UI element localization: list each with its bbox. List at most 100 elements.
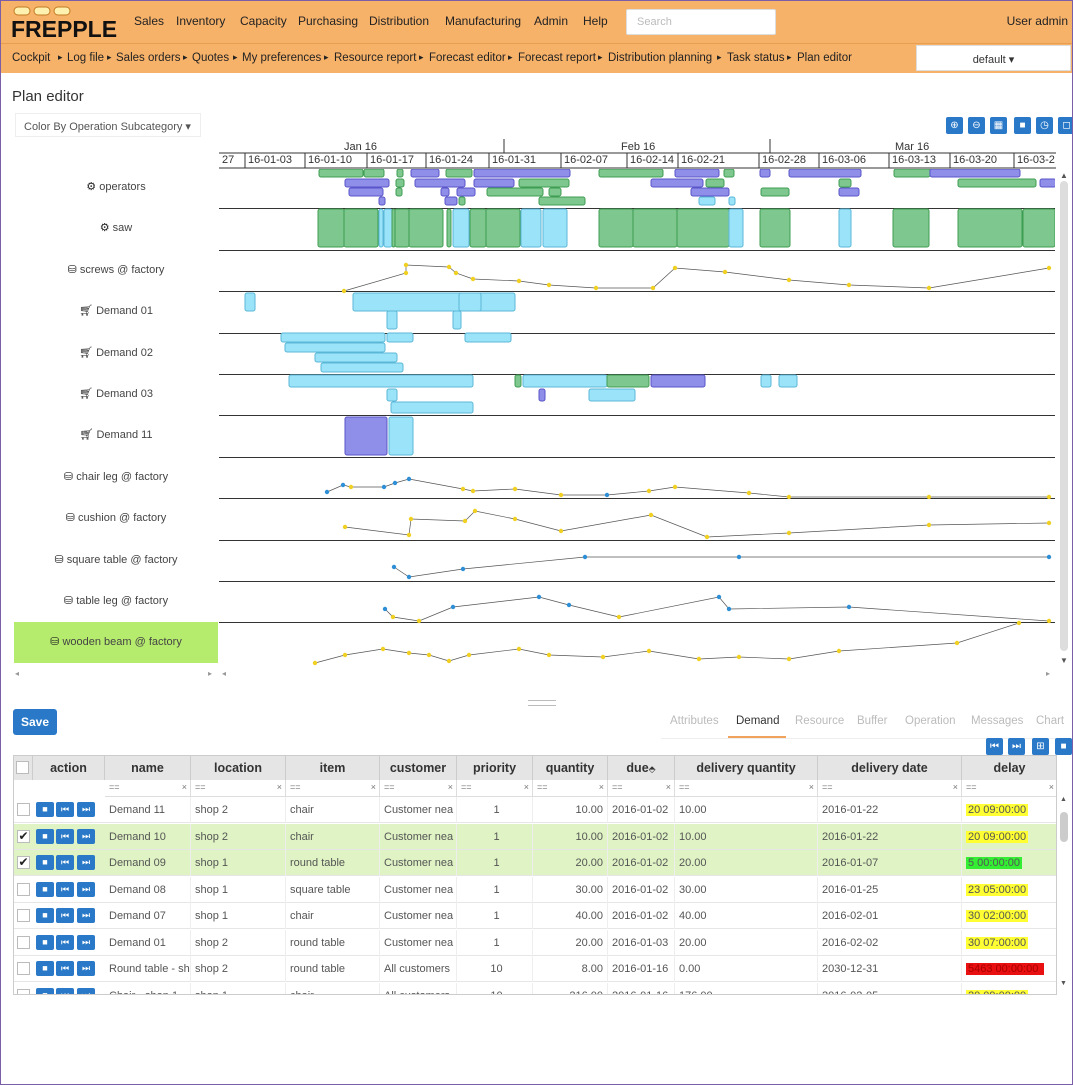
inventory-point[interactable] [954, 640, 960, 646]
cell-delivery-date[interactable]: 2016-01-22 [822, 797, 962, 823]
operation-bar[interactable] [838, 178, 852, 188]
calendar-icon[interactable]: ▦ [990, 117, 1007, 134]
demand-bar[interactable] [588, 388, 636, 402]
filter-input[interactable]: == × [286, 780, 380, 797]
operation-bar[interactable] [1039, 178, 1055, 188]
cell-priority[interactable]: 1 [461, 823, 533, 850]
table-row[interactable]: ✔ ■ ⏮ ⏭ Demand 09 shop 1 round table Customer n… [14, 850, 1056, 876]
gantt-row-label[interactable]: ⛁ square table @ factory [14, 540, 218, 581]
stop-icon[interactable]: ■ [36, 802, 54, 817]
scroll-up-icon[interactable]: ▲ [1060, 171, 1068, 180]
inventory-point[interactable] [696, 656, 702, 662]
nav-sales[interactable]: Sales [134, 14, 165, 28]
stop-icon[interactable]: ■ [36, 934, 54, 950]
inventory-point[interactable] [392, 480, 398, 486]
cell-quantity[interactable]: 216.00 [537, 982, 608, 994]
filter-operator[interactable]: == [537, 782, 548, 792]
cell-customer[interactable]: Customer nea [384, 823, 457, 850]
column-header[interactable]: name [105, 756, 191, 780]
scenario-select[interactable]: default ▾ [916, 45, 1071, 71]
inventory-point[interactable] [648, 512, 654, 518]
nav-admin[interactable]: Admin [534, 14, 569, 28]
operation-bar[interactable] [414, 178, 466, 188]
clear-filter-icon[interactable]: × [598, 782, 604, 792]
inventory-point[interactable] [672, 265, 678, 271]
crumb-plan-editor[interactable]: Plan editor [797, 52, 852, 64]
inventory-point[interactable] [582, 554, 588, 560]
inventory-point[interactable] [736, 554, 742, 560]
inventory-point[interactable] [403, 262, 409, 268]
clear-filter-icon[interactable]: × [276, 782, 282, 792]
operation-bar[interactable] [378, 196, 386, 206]
cell-delay[interactable]: 20 09:00:00 [966, 797, 1056, 823]
cell-quantity[interactable]: 10.00 [537, 797, 608, 823]
first-page-icon[interactable]: ⏮ [56, 908, 74, 923]
cell-due[interactable]: 2016-01-02 [612, 823, 675, 850]
inventory-point[interactable] [704, 534, 710, 540]
demand-bar[interactable] [284, 342, 386, 353]
inventory-point[interactable] [406, 650, 412, 656]
cell-due[interactable]: 2016-01-02 [612, 876, 675, 903]
inventory-point[interactable] [726, 606, 732, 612]
clear-filter-icon[interactable]: × [181, 782, 187, 792]
inventory-point[interactable] [646, 648, 652, 654]
demand-bar[interactable] [344, 416, 388, 456]
operation-bar[interactable] [456, 187, 476, 197]
inventory-point[interactable] [600, 654, 606, 660]
cell-priority[interactable]: 1 [461, 903, 533, 929]
first-page-icon[interactable]: ⏮ [56, 828, 74, 844]
last-page-icon[interactable]: ⏭ [77, 881, 95, 897]
inventory-point[interactable] [340, 482, 346, 488]
demand-bar[interactable] [386, 388, 398, 402]
operation-bar[interactable] [410, 169, 440, 178]
inventory-point[interactable] [382, 606, 388, 612]
cell-location[interactable]: shop 1 [195, 903, 286, 929]
cell-delivery-quantity[interactable]: 10.00 [679, 797, 818, 823]
column-header[interactable]: delay [962, 756, 1056, 780]
demand-bar[interactable] [522, 374, 608, 388]
last-page-icon[interactable]: ⏭ [77, 855, 95, 870]
cell-due[interactable]: 2016-01-16 [612, 956, 675, 982]
clear-filter-icon[interactable]: × [447, 782, 453, 792]
operation-bar[interactable] [383, 208, 393, 248]
stop-icon[interactable]: ■ [36, 855, 54, 870]
crumb-cockpit[interactable]: Cockpit [12, 52, 51, 64]
filter-operator[interactable]: == [612, 782, 623, 792]
table-row[interactable]: ✔ ■ ⏮ ⏭ Demand 10 shop 2 chair Customer nea 1 10.… [14, 823, 1056, 850]
cell-delivery-date[interactable]: 2016-01-07 [822, 850, 962, 876]
operation-bar[interactable] [548, 187, 562, 197]
operation-bar[interactable] [473, 169, 571, 178]
add-calendar-icon[interactable]: ⊞ [1032, 738, 1049, 755]
inventory-point[interactable] [786, 656, 792, 662]
tab-resource[interactable]: Resource [795, 715, 845, 727]
gantt-row-label[interactable]: 🛒︎ Demand 02 [14, 333, 218, 374]
first-page-icon[interactable]: ⏮ [56, 802, 74, 817]
inventory-point[interactable] [460, 566, 466, 572]
scroll-up-icon[interactable]: ▲ [1060, 796, 1067, 803]
first-page-icon[interactable]: ⏮ [56, 881, 74, 897]
inventory-point[interactable] [516, 646, 522, 652]
gantt-row-label[interactable]: 🛒︎ Demand 11 [14, 415, 218, 456]
nav-distribution[interactable]: Distribution [369, 14, 430, 28]
cell-delivery-date[interactable]: 2016-02-02 [822, 929, 962, 956]
clear-filter-icon[interactable]: × [665, 782, 671, 792]
stop-icon[interactable]: ■ [36, 881, 54, 897]
inventory-point[interactable] [446, 658, 452, 664]
operation-bar[interactable] [445, 169, 473, 178]
cell-delivery-quantity[interactable]: 10.00 [679, 823, 818, 850]
operation-bar[interactable] [444, 196, 458, 206]
operation-bar[interactable] [363, 169, 385, 178]
column-header[interactable]: action [33, 756, 105, 780]
demand-bar[interactable] [386, 310, 398, 330]
inventory-point[interactable] [926, 494, 932, 500]
clear-filter-icon[interactable]: × [808, 782, 814, 792]
inventory-point[interactable] [381, 484, 387, 490]
inventory-point[interactable] [406, 532, 412, 538]
cell-customer[interactable]: Customer nea [384, 929, 457, 956]
inventory-point[interactable] [512, 516, 518, 522]
first-page-icon[interactable]: ⏮ [986, 738, 1003, 755]
tab-chart[interactable]: Chart [1036, 715, 1065, 727]
inventory-point[interactable] [341, 288, 347, 294]
table-row[interactable]: ■ ⏮ ⏭ Demand 08 shop 1 square table Customer n… [14, 876, 1056, 903]
scroll-left-icon[interactable]: ◂ [15, 669, 20, 678]
